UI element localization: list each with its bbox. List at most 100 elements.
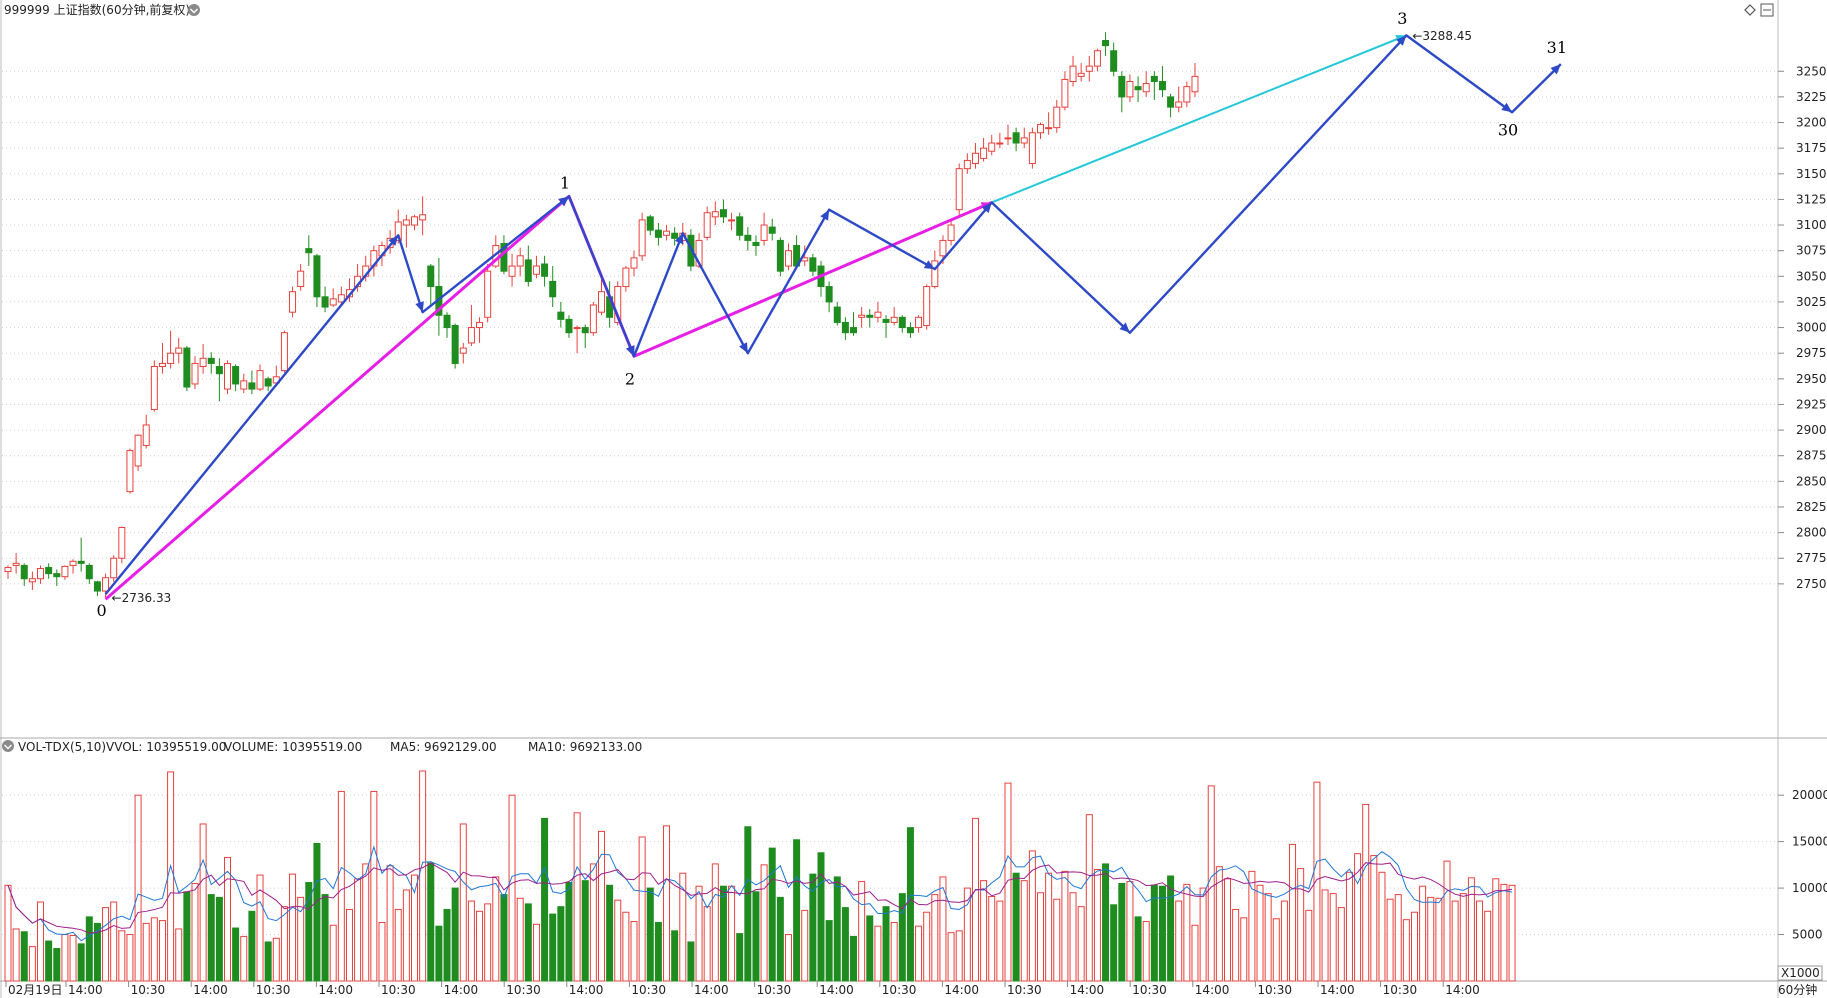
candle[interactable]	[955, 163, 963, 215]
candle[interactable]	[1037, 122, 1045, 139]
candle[interactable]	[1126, 74, 1134, 103]
candle[interactable]	[744, 227, 752, 251]
candle[interactable]	[671, 227, 679, 246]
candle[interactable]	[1028, 127, 1036, 169]
candle[interactable]	[996, 132, 1004, 149]
candle[interactable]	[947, 220, 955, 246]
candle[interactable]	[882, 315, 890, 338]
candle[interactable]	[549, 266, 557, 308]
candle[interactable]	[191, 356, 199, 390]
panel-toggle-icon[interactable]	[1760, 3, 1774, 17]
candle[interactable]	[638, 212, 646, 261]
candle[interactable]	[280, 330, 288, 373]
candle[interactable]	[134, 434, 142, 472]
diamond-icon[interactable]	[1744, 4, 1756, 16]
candle[interactable]	[752, 235, 760, 256]
candle[interactable]	[1093, 48, 1101, 72]
candle[interactable]	[508, 253, 516, 287]
candle[interactable]	[833, 301, 841, 326]
candle[interactable]	[45, 563, 53, 579]
candle[interactable]	[1053, 99, 1061, 133]
candle[interactable]	[77, 537, 85, 572]
candle[interactable]	[1085, 55, 1093, 82]
candle[interactable]	[1102, 32, 1110, 56]
candle[interactable]	[874, 301, 882, 323]
candle[interactable]	[760, 212, 768, 246]
candle[interactable]	[1150, 71, 1158, 100]
candle[interactable]	[557, 301, 565, 328]
candle[interactable]	[736, 212, 744, 241]
settings-icon[interactable]	[188, 4, 200, 16]
candle[interactable]	[581, 324, 589, 349]
candle[interactable]	[142, 414, 150, 449]
candle[interactable]	[419, 196, 427, 236]
candle[interactable]	[630, 250, 638, 277]
candle[interactable]	[402, 214, 410, 248]
candle[interactable]	[175, 337, 183, 364]
candle[interactable]	[4, 565, 12, 579]
candle[interactable]	[240, 373, 248, 394]
candle[interactable]	[809, 253, 817, 277]
candle[interactable]	[61, 565, 69, 580]
candle[interactable]	[248, 370, 256, 395]
candle[interactable]	[532, 255, 540, 279]
candle[interactable]	[923, 284, 931, 330]
candle[interactable]	[524, 245, 532, 287]
candles[interactable]	[4, 32, 1199, 598]
candle[interactable]	[1077, 63, 1085, 82]
candle[interactable]	[69, 559, 77, 574]
candle[interactable]	[654, 222, 662, 246]
candle[interactable]	[443, 312, 451, 338]
candle[interactable]	[776, 237, 784, 277]
candle[interactable]	[215, 358, 223, 402]
candle[interactable]	[1069, 55, 1077, 87]
candle[interactable]	[1142, 71, 1150, 97]
candle[interactable]	[150, 360, 158, 412]
candle[interactable]	[988, 134, 996, 156]
candle[interactable]	[1167, 93, 1175, 118]
candle[interactable]	[1020, 127, 1028, 149]
candle[interactable]	[1134, 76, 1142, 103]
candle[interactable]	[289, 286, 297, 318]
candle[interactable]	[167, 330, 175, 369]
candle[interactable]	[663, 225, 671, 241]
candle[interactable]	[784, 243, 792, 271]
candle[interactable]	[297, 264, 305, 291]
candle[interactable]	[1175, 86, 1183, 113]
candle[interactable]	[411, 214, 418, 231]
candle[interactable]	[1118, 71, 1126, 113]
candle[interactable]	[1183, 81, 1191, 108]
candle[interactable]	[451, 323, 459, 369]
candle[interactable]	[703, 206, 711, 241]
candle[interactable]	[516, 247, 524, 277]
candle[interactable]	[915, 315, 923, 333]
candle[interactable]	[199, 343, 207, 374]
candle[interactable]	[224, 360, 232, 395]
candle[interactable]	[20, 563, 28, 586]
candle[interactable]	[93, 580, 101, 597]
candle[interactable]	[427, 264, 435, 308]
candle[interactable]	[1110, 42, 1118, 77]
candle[interactable]	[711, 201, 719, 226]
candle[interactable]	[53, 569, 61, 586]
candle[interactable]	[768, 218, 776, 241]
candle[interactable]	[719, 199, 727, 223]
candle[interactable]	[1061, 71, 1069, 111]
candle[interactable]	[264, 376, 272, 392]
candle[interactable]	[858, 307, 866, 328]
candle[interactable]	[850, 312, 858, 336]
candle[interactable]	[1045, 112, 1053, 135]
candle[interactable]	[963, 153, 971, 174]
candle[interactable]	[1158, 66, 1166, 97]
candle[interactable]	[126, 448, 134, 494]
candle[interactable]	[329, 288, 337, 308]
candle[interactable]	[232, 364, 240, 392]
candle[interactable]	[183, 346, 191, 392]
candle[interactable]	[980, 137, 988, 162]
candle[interactable]	[825, 281, 833, 313]
volume-bars[interactable]	[4, 770, 1516, 982]
candle[interactable]	[573, 325, 581, 354]
candle[interactable]	[541, 255, 549, 287]
candle[interactable]	[467, 305, 475, 347]
